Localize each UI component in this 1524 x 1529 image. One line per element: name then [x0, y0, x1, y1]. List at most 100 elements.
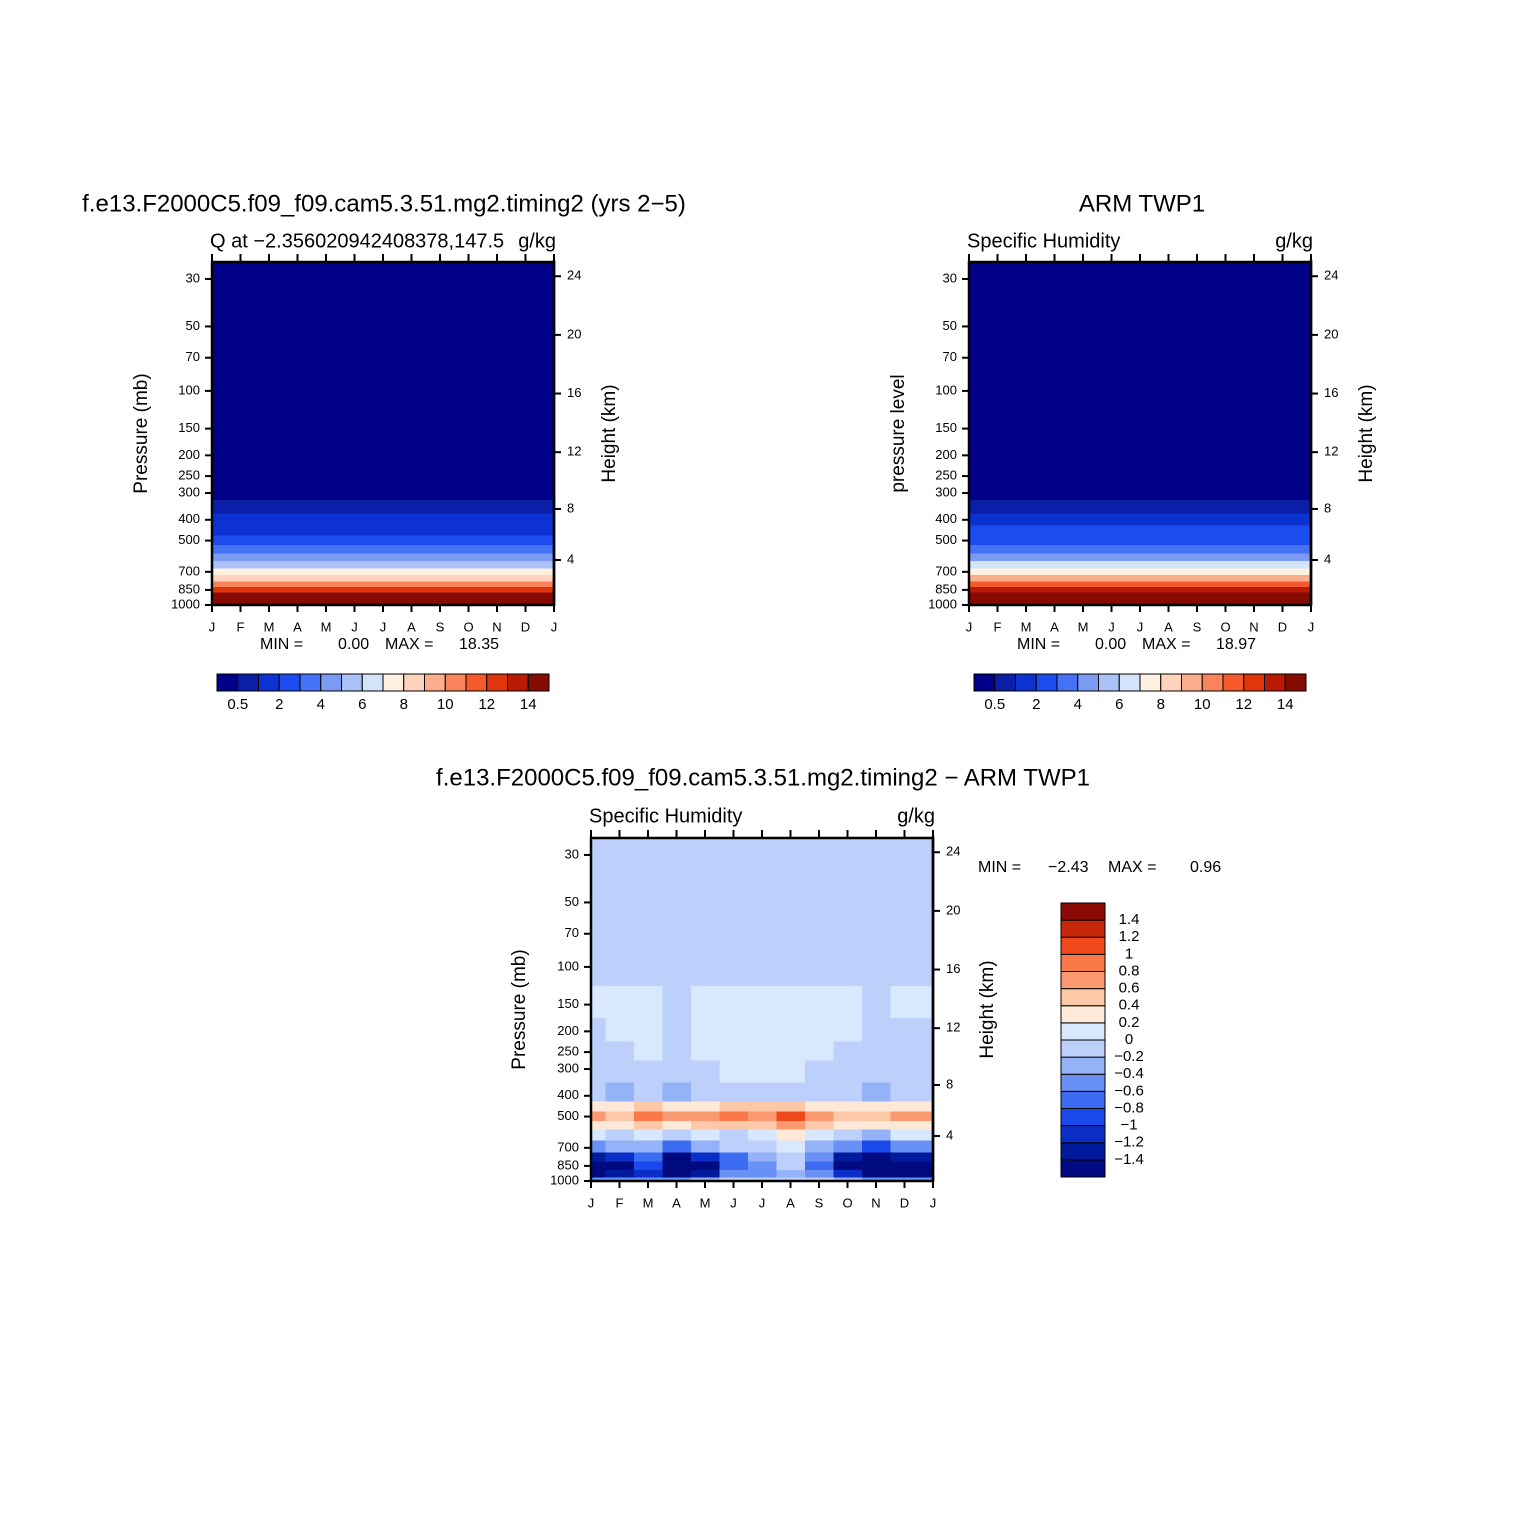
contour-cell — [633, 1120, 663, 1131]
y-tick-label: 300 — [935, 484, 957, 499]
contour-cell — [776, 1111, 806, 1122]
contour-cell — [804, 885, 834, 951]
y2-tick-label: 12 — [567, 444, 581, 459]
contour-cell — [890, 885, 920, 951]
colorbar-box — [527, 673, 550, 692]
colorbar-box — [216, 673, 239, 692]
contour-cell — [719, 1060, 749, 1084]
x-tick-label: J — [930, 1195, 937, 1210]
contour-cell — [861, 1060, 891, 1084]
contour-cell — [662, 1111, 692, 1122]
contour-cell — [804, 838, 834, 887]
contour-cell — [690, 1140, 720, 1154]
contour-cell — [591, 1140, 606, 1154]
y2-axis-label: Height (km) — [1356, 384, 1377, 482]
y2-tick-label: 16 — [1324, 385, 1338, 400]
y-tick-label: 70 — [565, 925, 579, 940]
y2-tick-label: 20 — [946, 902, 960, 917]
contour-cell — [918, 885, 934, 951]
colorbar-label: 10 — [437, 696, 454, 713]
contour-cell — [833, 1017, 863, 1043]
colorbar-box — [1060, 1005, 1106, 1024]
colorbar-box — [1077, 673, 1099, 692]
contour-cell — [747, 1161, 777, 1171]
contour-cell — [918, 1111, 934, 1122]
subtitle-left: Specific Humidity — [967, 230, 1120, 252]
contour-cell — [861, 838, 891, 887]
contour-cell — [747, 1101, 777, 1113]
contour-cell — [605, 838, 635, 887]
y-axis-label: Pressure (mb) — [509, 949, 530, 1069]
colorbar-box — [1060, 1090, 1106, 1109]
contour-cell — [719, 838, 749, 887]
contour-cell — [747, 1060, 777, 1084]
contour-cell — [861, 1101, 891, 1113]
panel-title: f.e13.F2000C5.f09_f09.cam5.3.51.mg2.timi… — [436, 764, 1090, 791]
y-tick-label: 50 — [565, 894, 579, 909]
contour-cell — [833, 838, 863, 887]
contour-cell — [605, 1082, 635, 1102]
contour-cell — [747, 1120, 777, 1131]
y2-tick-label: 24 — [946, 844, 960, 859]
contour-cell — [776, 1169, 806, 1178]
y-tick-label: 200 — [935, 447, 957, 462]
colorbar-box — [1060, 1039, 1106, 1058]
y-tick-label: 400 — [178, 511, 200, 526]
contour-cell — [833, 1129, 863, 1142]
contour-band — [212, 544, 554, 555]
contour-cell — [690, 1169, 720, 1178]
contour-band — [212, 525, 554, 537]
y-tick-label: 500 — [178, 532, 200, 547]
x-tick-label: F — [237, 619, 245, 634]
contour-cell — [918, 1060, 934, 1084]
contour-cell — [591, 1169, 606, 1178]
colorbar-label: 2 — [1032, 696, 1040, 713]
contour-cell — [719, 1152, 749, 1163]
contour-cell — [719, 950, 749, 987]
colorbar-label: 8 — [1157, 696, 1165, 713]
colorbar-label: 0.8 — [1119, 962, 1140, 979]
contour-cell — [776, 1177, 806, 1182]
contour-cell — [861, 1120, 891, 1131]
x-tick-label: A — [672, 1195, 681, 1210]
contour-cell — [633, 1129, 663, 1142]
contour-cell — [719, 1129, 749, 1142]
colorbar-box — [1201, 673, 1224, 692]
colorbar-box — [1015, 673, 1037, 692]
contour-cell — [776, 1140, 806, 1154]
panel-title: ARM TWP1 — [1079, 190, 1205, 217]
contour-cell — [662, 950, 692, 987]
contour-cell — [861, 1152, 891, 1163]
contour-band — [969, 581, 1311, 588]
y2-axis-label: Height (km) — [977, 960, 998, 1058]
x-tick-label: N — [1249, 619, 1258, 634]
colorbar-box — [403, 673, 425, 692]
contour-cell — [861, 1161, 891, 1171]
colorbar-label: 12 — [1235, 696, 1252, 713]
contour-cell — [918, 985, 934, 1019]
y-tick-label: 100 — [557, 958, 579, 973]
y2-tick-label: 4 — [946, 1127, 953, 1142]
contour-cell — [918, 1161, 934, 1171]
subtitle-right: g/kg — [518, 230, 556, 252]
contour-cell — [861, 1017, 891, 1043]
x-tick-label: J — [1137, 619, 1144, 634]
contour-cell — [662, 1041, 692, 1062]
contour-cell — [690, 1152, 720, 1163]
colorbar-label: 1.2 — [1119, 928, 1140, 945]
contour-cell — [719, 1161, 749, 1171]
stat-text: MAX = — [1108, 859, 1156, 876]
contour-band — [969, 262, 1311, 328]
contour-band — [969, 592, 1311, 599]
subtitle-left: Specific Humidity — [589, 805, 742, 827]
contour-cell — [890, 1140, 920, 1154]
contour-cell — [833, 1082, 863, 1102]
contour-cell — [861, 1082, 891, 1102]
colorbar-box — [341, 673, 363, 692]
contour-cell — [633, 1041, 663, 1062]
contour-cell — [633, 1161, 663, 1171]
x-tick-label: N — [871, 1195, 880, 1210]
contour-cell — [804, 1161, 834, 1171]
colorbar-label: 4 — [317, 696, 325, 713]
